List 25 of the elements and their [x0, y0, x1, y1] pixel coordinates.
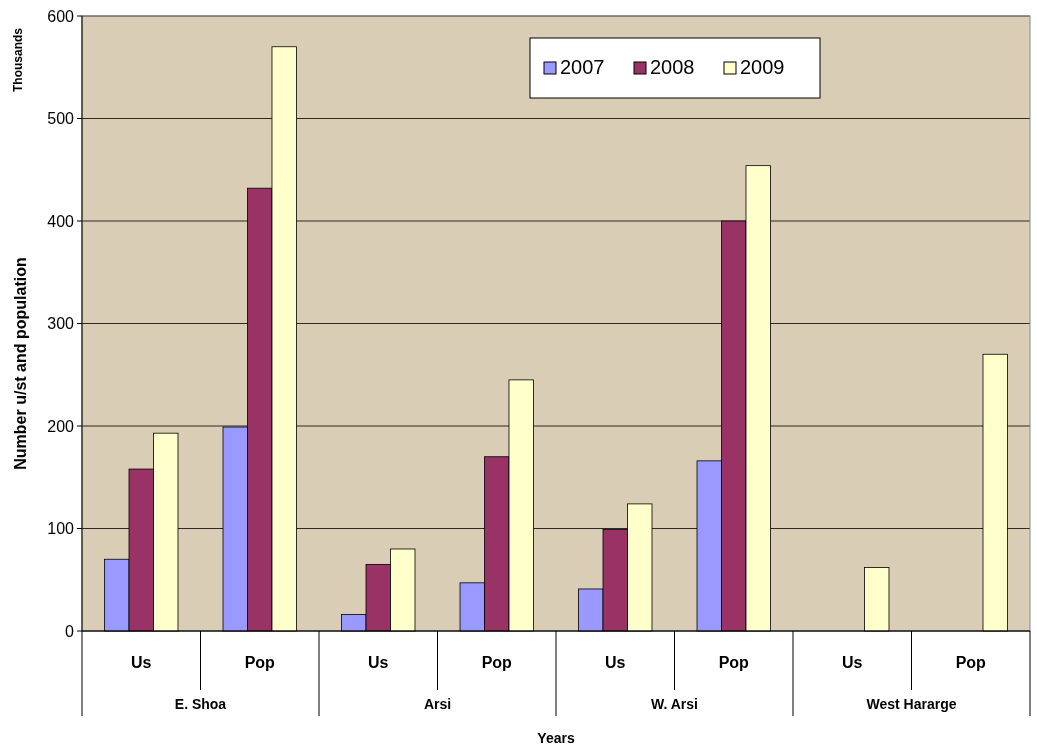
text: West Hararge: [866, 696, 957, 712]
x-tick-label: Pop: [481, 654, 513, 671]
y-tick-label: 0: [65, 622, 75, 640]
legend-label: 2009: [740, 56, 785, 78]
x-tick-label: Pop: [718, 654, 750, 671]
x-tick-label: Pop: [955, 654, 987, 671]
text: Arsi: [423, 696, 452, 712]
y-tick-label: 200: [47, 417, 75, 435]
y-axis-title: Number u/st and population: [12, 257, 29, 470]
y-tick-label: 100: [47, 520, 75, 538]
y-tick-label: 400: [47, 212, 75, 230]
x-tick-label: Us: [842, 654, 863, 671]
x-axis-title: Years: [537, 730, 575, 746]
y-tick-label: 500: [47, 110, 75, 128]
x-tick-label: Pop: [244, 654, 276, 671]
legend-label: 2007: [560, 56, 605, 78]
x-tick-label: Us: [605, 654, 626, 671]
y-tick-label: 300: [47, 315, 75, 333]
text: E. Shoa: [174, 696, 227, 712]
x-tick-label: Us: [131, 654, 152, 671]
text: W. Arsi: [651, 696, 698, 712]
text: Thousands: [11, 27, 25, 93]
y-tick-label: 600: [47, 7, 75, 25]
legend-label: 2008: [650, 56, 695, 78]
x-tick-label: Us: [368, 654, 389, 671]
